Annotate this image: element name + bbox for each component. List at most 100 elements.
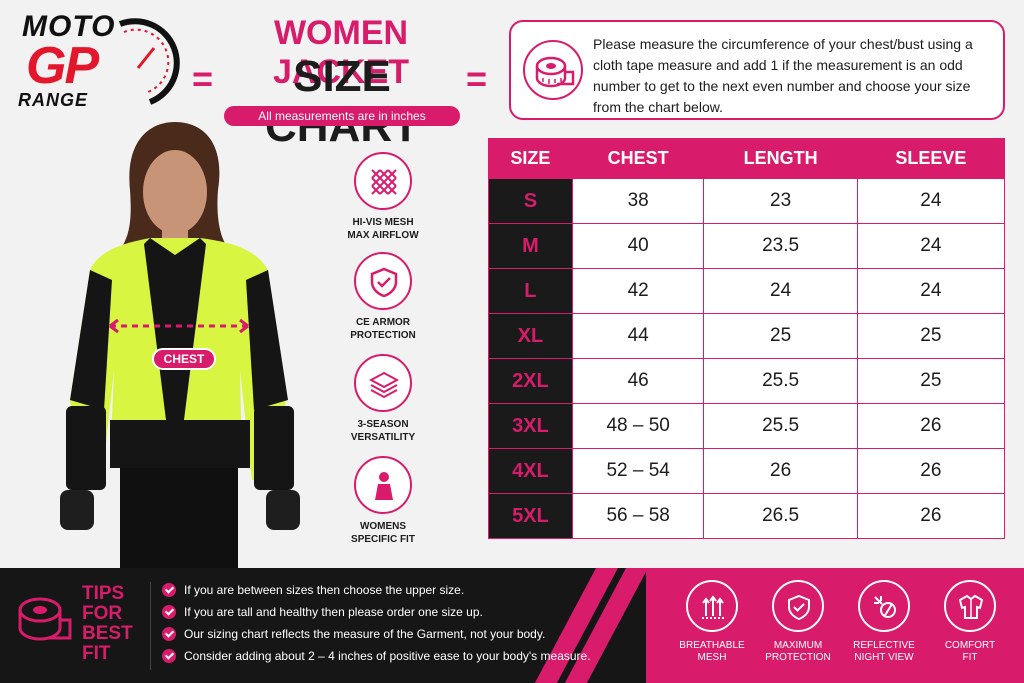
feature-hi-vis-mesh: HI-VIS MESH MAX AIRFLOW (340, 152, 426, 242)
list-item: Consider adding about 2 – 4 inches of po… (162, 648, 591, 670)
footer-feature-comfort: COMFORT FIT (928, 580, 1012, 664)
list-item: If you are tall and healthy then please … (162, 604, 591, 626)
reflective-icon (858, 580, 910, 632)
footer-feature-label: MAXIMUM PROTECTION (765, 640, 831, 663)
measure-instructions: Please measure the circumference of your… (509, 20, 1005, 120)
chest-cell: 44 (571, 313, 705, 359)
chest-cell: 46 (571, 358, 705, 404)
check-icon (162, 627, 176, 641)
chest-cell: 48 – 50 (571, 403, 705, 449)
footer-feature-breathable: BREATHABLE MESH (670, 580, 754, 664)
title-equals-right: = (466, 58, 488, 99)
feature-label: WOMENS SPECIFIC FIT (351, 521, 415, 545)
table-row: XL 44 25 25 (488, 313, 1006, 359)
table-header-row: SIZE CHEST LENGTH SLEEVE (488, 138, 1006, 179)
feature-3-season: 3-SEASON VERSATILITY (340, 354, 426, 444)
sleeve-cell: 26 (856, 403, 1006, 449)
footer-feature-reflective: REFLECTIVE NIGHT VIEW (842, 580, 926, 664)
brand-logo: MOTO GP RANGE (10, 8, 180, 110)
check-icon (162, 605, 176, 619)
size-cell: S (488, 178, 573, 224)
jacket-icon (944, 580, 996, 632)
chest-label: CHEST (152, 348, 216, 370)
sleeve-cell: 25 (856, 313, 1006, 359)
speedometer-icon (118, 18, 180, 105)
layers-icon (354, 354, 412, 412)
shield-check-icon (772, 580, 824, 632)
chest-cell: 38 (571, 178, 705, 224)
column-header-chest: CHEST (571, 138, 705, 179)
size-cell: M (488, 223, 573, 269)
column-header-size: SIZE (488, 138, 573, 179)
table-row: 5XL 56 – 58 26.5 26 (488, 493, 1006, 539)
tips-title-line: BEST (82, 623, 133, 644)
tips-title-line: TIPS (82, 583, 125, 604)
feature-ce-armor: CE ARMOR PROTECTION (340, 252, 426, 342)
sleeve-cell: 25 (856, 358, 1006, 404)
length-cell: 26.5 (703, 493, 858, 539)
size-cell: 3XL (488, 403, 573, 449)
units-subtitle: All measurements are in inches (224, 106, 460, 126)
chest-cell: 42 (571, 268, 705, 314)
list-item: Our sizing chart reflects the measure of… (162, 626, 591, 648)
tip-text: Consider adding about 2 – 4 inches of po… (184, 649, 591, 663)
feature-label: CE ARMOR PROTECTION (350, 317, 416, 341)
length-cell: 26 (703, 448, 858, 494)
check-icon (162, 649, 176, 663)
sleeve-cell: 24 (856, 223, 1006, 269)
tips-divider (150, 582, 151, 670)
tip-text: If you are tall and healthy then please … (184, 605, 483, 619)
brand-line-moto: MOTO (22, 10, 116, 43)
mesh-icon (354, 152, 412, 210)
tips-list: If you are between sizes then choose the… (162, 582, 591, 670)
size-cell: 2XL (488, 358, 573, 404)
size-chart-table: SIZE CHEST LENGTH SLEEVE S 38 23 24 M 40 23.5… (488, 138, 1006, 539)
table-row: S 38 23 24 (488, 178, 1006, 224)
table-row: M 40 23.5 24 (488, 223, 1006, 269)
chest-cell: 56 – 58 (571, 493, 705, 539)
list-item: If you are between sizes then choose the… (162, 582, 591, 604)
footer-feature-label: REFLECTIVE NIGHT VIEW (853, 640, 915, 663)
table-row: 3XL 48 – 50 25.5 26 (488, 403, 1006, 449)
footer-feature-label: BREATHABLE MESH (679, 640, 745, 663)
length-cell: 25.5 (703, 403, 858, 449)
length-cell: 25 (703, 313, 858, 359)
check-icon (162, 583, 176, 597)
tape-measure-icon (523, 40, 583, 100)
tips-title-line: FIT (82, 643, 111, 664)
size-cell: XL (488, 313, 573, 359)
length-cell: 25.5 (703, 358, 858, 404)
feature-label: 3-SEASON VERSATILITY (350, 419, 416, 443)
brand-line-range: RANGE (18, 90, 89, 110)
length-cell: 23.5 (703, 223, 858, 269)
chest-cell: 40 (571, 223, 705, 269)
breathable-arrows-icon (686, 580, 738, 632)
brand-line-gp: GP (26, 37, 99, 95)
length-cell: 23 (703, 178, 858, 224)
footer-feature-protection: MAXIMUM PROTECTION (756, 580, 840, 664)
column-header-length: LENGTH (703, 138, 858, 179)
instructions-text: Please measure the circumference of your… (593, 36, 973, 115)
size-cell: L (488, 268, 573, 314)
model-photo: CHEST (40, 120, 320, 568)
sleeve-cell: 24 (856, 178, 1006, 224)
column-header-sleeve: SLEEVE (856, 138, 1006, 179)
woman-figure-icon (354, 456, 412, 514)
sleeve-cell: 26 (856, 448, 1006, 494)
shield-check-icon (354, 252, 412, 310)
chest-cell: 52 – 54 (571, 448, 705, 494)
tips-footer: TIPS FOR BEST FIT If you are between siz… (0, 568, 1024, 683)
feature-womens-fit: WOMENS SPECIFIC FIT (340, 456, 426, 546)
tips-title-line: FOR (82, 603, 123, 624)
size-cell: 4XL (488, 448, 573, 494)
title-top: WOMEN JACKET (272, 14, 410, 91)
footer-feature-label: COMFORT FIT (944, 640, 996, 663)
title-equals-left: = (192, 58, 214, 99)
table-row: 4XL 52 – 54 26 26 (488, 448, 1006, 494)
tape-measure-icon (18, 597, 72, 641)
feature-label: HI-VIS MESH MAX AIRFLOW (347, 217, 419, 241)
tips-title: TIPS FOR BEST FIT (82, 584, 133, 664)
sleeve-cell: 26 (856, 493, 1006, 539)
size-cell: 5XL (488, 493, 573, 539)
table-row: L 42 24 24 (488, 268, 1006, 314)
